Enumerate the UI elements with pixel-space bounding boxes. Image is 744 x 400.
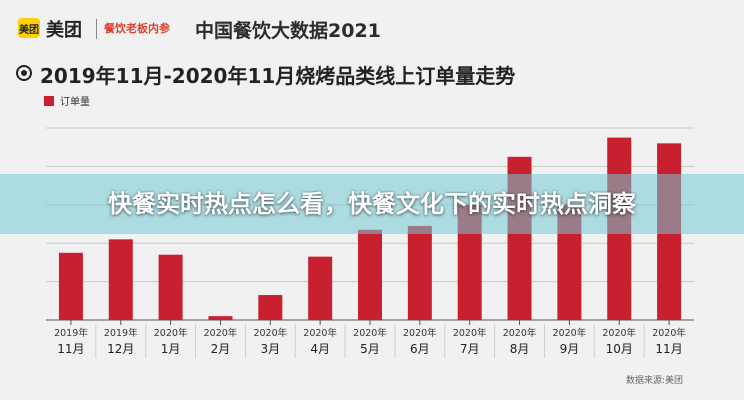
x-tick-month-4: 2月 [211, 342, 231, 356]
x-tick-year-1: 2019年 [54, 327, 88, 339]
chart-title: 2019年11月-2020年11月烧烤品类线上订单量走势 [40, 64, 516, 88]
target-icon [16, 65, 32, 81]
brand-divider [96, 19, 97, 39]
x-tick-month-12: 10月 [606, 342, 633, 356]
x-tick-month-3: 1月 [161, 342, 181, 356]
bar-3 [158, 254, 183, 320]
bar-6 [308, 256, 333, 320]
x-tick-month-2: 12月 [107, 342, 134, 356]
x-tick-month-13: 11月 [655, 342, 682, 356]
x-tick-year-11: 2020年 [553, 327, 587, 339]
meituan-logo: 美团 [18, 18, 40, 38]
header-bar: 美团 美团 餐饮老板内参 中国餐饮大数据2021 [0, 0, 744, 52]
x-tick-year-13: 2020年 [652, 327, 686, 339]
bar-5 [258, 295, 283, 320]
overlay-headline: 快餐实时热点怎么看，快餐文化下的实时热点洞察 [108, 190, 636, 218]
bar-2 [108, 239, 133, 320]
x-tick-year-4: 2020年 [204, 327, 238, 339]
x-tick-month-10: 8月 [510, 342, 530, 356]
x-tick-month-11: 9月 [560, 342, 580, 356]
x-tick-month-5: 3月 [260, 342, 280, 356]
x-tick-month-1: 11月 [57, 342, 84, 356]
x-tick-year-3: 2020年 [154, 327, 188, 339]
x-tick-month-7: 5月 [360, 342, 380, 356]
overlay-banner: 快餐实时热点怎么看，快餐文化下的实时热点洞察 [0, 174, 744, 234]
source-note: 数据来源:美团 [626, 376, 684, 386]
x-tick-year-9: 2020年 [453, 327, 487, 339]
x-tick-month-6: 4月 [310, 342, 330, 356]
legend-label: 订单量 [60, 97, 90, 108]
x-tick-year-2: 2019年 [104, 327, 138, 339]
brand-name: 美团 [46, 20, 82, 41]
bar-7 [358, 229, 382, 320]
x-tick-year-10: 2020年 [503, 327, 537, 339]
x-tick-year-8: 2020年 [403, 327, 437, 339]
x-tick-month-8: 6月 [410, 342, 430, 356]
x-tick-month-9: 7月 [460, 342, 480, 356]
legend-swatch [44, 96, 54, 106]
bar-4 [208, 316, 233, 320]
report-title: 中国餐饮大数据2021 [195, 20, 381, 42]
x-tick-year-12: 2020年 [602, 327, 636, 339]
brand-subtitle: 餐饮老板内参 [104, 22, 170, 35]
bar-1 [58, 252, 83, 320]
x-tick-year-5: 2020年 [253, 327, 287, 339]
x-tick-year-7: 2020年 [353, 327, 387, 339]
bar-8 [407, 225, 432, 320]
x-tick-year-6: 2020年 [303, 327, 337, 339]
